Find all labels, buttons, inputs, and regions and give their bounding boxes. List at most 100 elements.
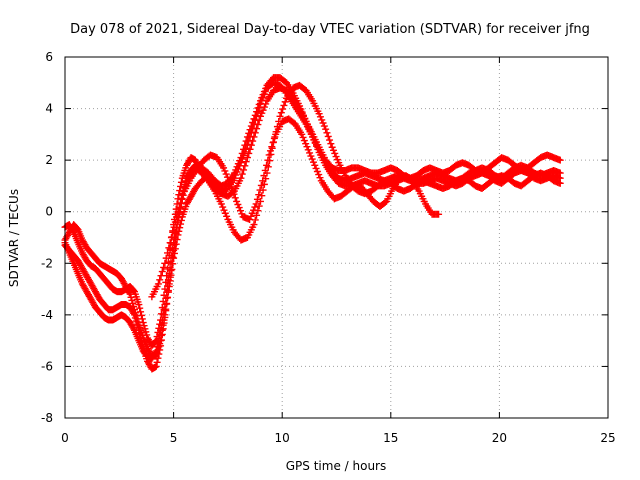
data-point [304,146,312,154]
data-point [238,170,246,178]
data-point [236,207,244,215]
y-tick-label: -2 [41,256,53,270]
data-point [69,227,77,235]
data-point [166,263,174,271]
data-point [308,155,316,163]
data-point [320,122,328,130]
data-point [178,195,186,203]
data-point [227,183,235,191]
data-point [242,158,250,166]
data-point [254,121,262,129]
data-point [258,192,266,200]
data-point [315,110,323,118]
data-point [270,134,278,142]
data-point [233,163,241,171]
data-point [245,149,253,157]
data-point [253,125,261,133]
data-point [169,228,177,236]
data-point [162,294,170,302]
y-axis-label: SDTVAR / TECUs [7,189,21,287]
data-point [252,200,260,208]
data-point [142,328,150,336]
y-tick-label: 0 [45,205,53,219]
data-point [174,208,182,216]
data-point [137,311,145,319]
data-point [230,169,238,177]
data-point [241,162,249,170]
data-point [253,211,261,219]
data-point [159,311,167,319]
series-track-3 [61,84,564,350]
data-point [219,203,227,211]
data-point [246,126,254,134]
data-point [158,268,166,276]
data-point [253,195,261,203]
data-point [277,109,285,117]
data-point [251,129,259,137]
data-point [217,200,225,208]
data-point [248,209,256,217]
data-point [220,164,228,172]
data-point [256,186,264,194]
data-point [169,245,177,253]
data-point [246,145,254,153]
x-tick-label: 25 [600,431,615,445]
data-point [243,133,251,141]
data-point [276,112,284,120]
data-point [232,166,240,174]
y-tick-label: -4 [41,308,53,322]
data-point [166,239,174,247]
data-point [250,115,258,123]
data-point [153,358,161,366]
data-point [556,156,564,164]
data-point [164,282,172,290]
data-point [164,276,172,284]
data-point [318,116,326,124]
data-point [281,98,289,106]
data-point [250,206,258,214]
data-point [323,129,331,137]
data-point [249,118,257,126]
data-point [164,287,172,295]
data-point [234,200,242,208]
data-point [177,182,185,190]
data-point [152,347,160,355]
data-point [315,171,323,179]
data-point [264,156,272,164]
data-point [165,270,173,278]
series-track-4 [61,81,564,363]
data-point [258,109,266,117]
data-point [322,125,330,133]
data-point [130,287,138,295]
data-point [221,209,229,217]
data-point [261,166,269,174]
data-point [246,215,254,223]
x-tick-label: 15 [383,431,398,445]
data-point [332,153,340,161]
data-point [158,316,166,324]
series-track-5 [148,115,443,301]
chart-title: Day 078 of 2021, Sidereal Day-to-day VTE… [70,22,590,37]
data-point [225,176,233,184]
data-point [265,151,273,159]
data-point [306,149,314,157]
data-point [309,158,317,166]
data-point [245,129,253,137]
axis-ticks [64,56,609,419]
tick-labels: 0 5 10 15 20 25 -8 -6 -4 -2 0 2 4 6 [41,50,616,445]
data-point [235,204,243,212]
data-point [250,133,258,141]
data-point [177,199,185,207]
y-tick-label: 6 [45,50,53,64]
data-point [141,325,149,333]
data-point [238,210,246,218]
data-point [381,198,389,206]
data-point [143,331,151,339]
y-tick-label: 4 [45,102,53,116]
data-point [556,179,564,187]
data-point [259,106,267,114]
data-point [326,136,334,144]
data-point [238,149,246,157]
data-point [137,308,145,316]
data-point [241,141,249,149]
